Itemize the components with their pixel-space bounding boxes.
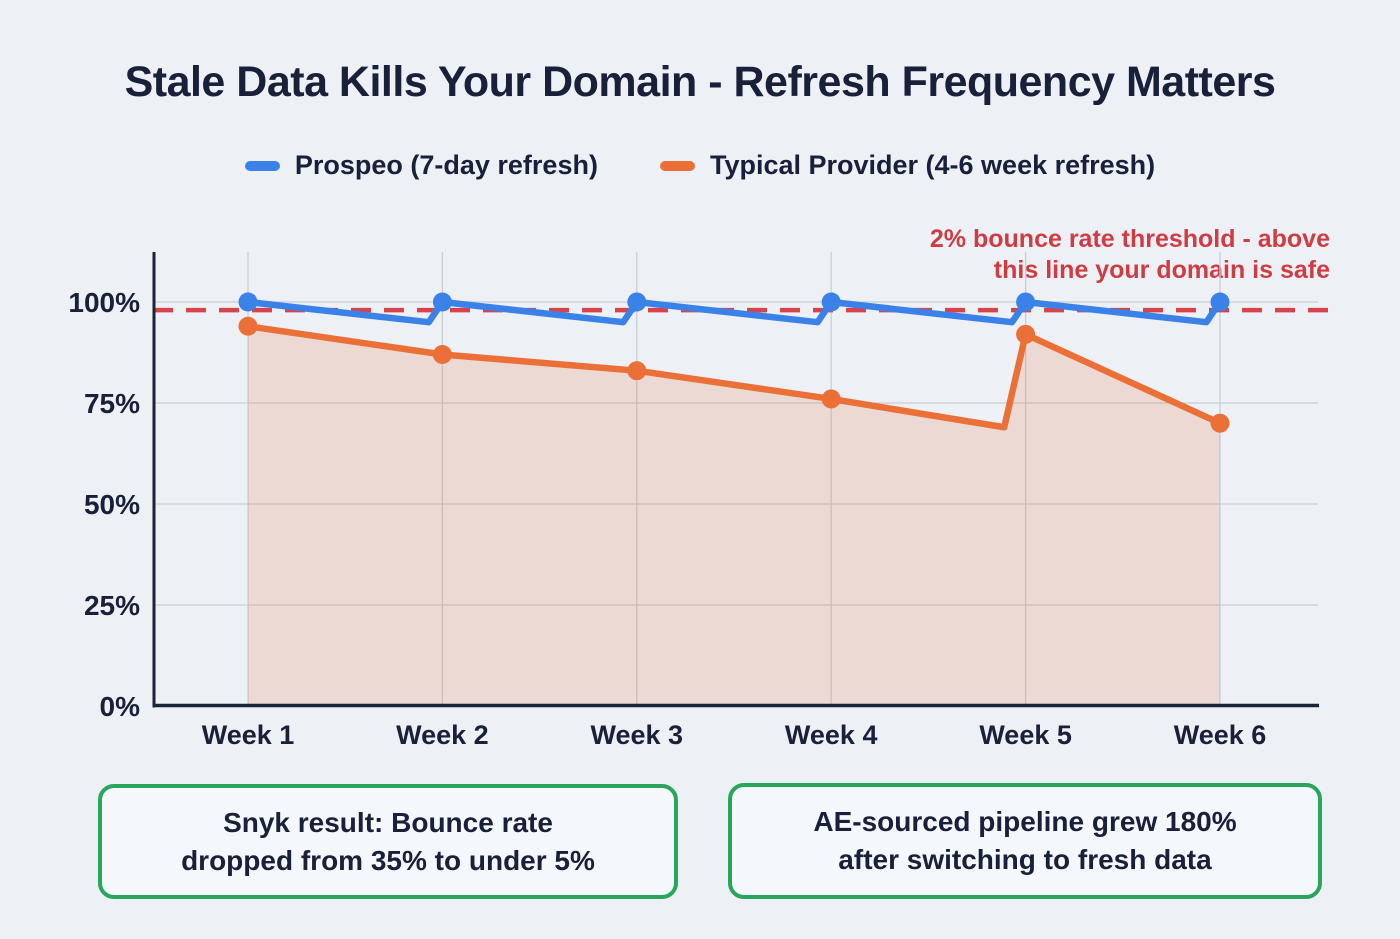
prospeo-data-point [821,292,841,312]
callout-pipeline-line2: after switching to fresh data [838,844,1212,875]
y-axis-tick-label: 50% [84,489,140,520]
typical-provider-line-swatch-icon [659,160,695,171]
prospeo-data-point [1016,292,1036,312]
typical-provider-data-point [627,361,647,381]
prospeo-data-point [627,292,647,312]
y-axis-tick-label: 100% [68,287,140,318]
callout-pipeline-line1: AE-sourced pipeline grew 180% [813,806,1237,837]
threshold-annotation-line2: this line your domain is safe [993,256,1330,284]
callout-snyk-line2: dropped from 35% to under 5% [181,844,595,876]
threshold-annotation: 2% bounce rate threshold - above this li… [930,224,1330,286]
legend-item-typical-provider: Typical Provider (4-6 week refresh) [659,150,1156,181]
callout-snyk-result: Snyk result: Bounce rate dropped from 35… [98,784,678,899]
x-axis-week-label: Week 4 [785,720,878,750]
chart-legend: Prospeo (7-day refresh) Typical Provider… [0,150,1400,181]
page-title: Stale Data Kills Your Domain - Refresh F… [124,58,1276,106]
x-axis-week-label: Week 2 [396,720,489,750]
x-axis-week-label: Week 6 [1174,720,1267,750]
prospeo-data-point [1210,292,1230,312]
threshold-annotation-line1: 2% bounce rate threshold - above [929,225,1330,253]
y-axis-tick-label: 0% [100,691,141,722]
x-axis-week-label: Week 1 [202,720,295,750]
typical-provider-data-point [432,345,452,365]
prospeo-line-swatch-icon [244,160,280,171]
y-axis-tick-label: 25% [84,590,140,621]
x-axis-week-label: Week 3 [591,720,684,750]
legend-label-typical-provider: Typical Provider (4-6 week refresh) [709,150,1156,180]
prospeo-data-point [238,292,258,312]
typical-provider-data-point [1210,413,1230,433]
y-axis-tick-label: 75% [84,388,140,419]
legend-item-prospeo: Prospeo (7-day refresh) [244,150,598,181]
typical-provider-data-point [1016,324,1036,344]
x-axis-week-label: Week 5 [979,720,1072,750]
prospeo-data-point [432,292,452,312]
callout-pipeline-growth: AE-sourced pipeline grew 180% after swit… [728,783,1322,899]
typical-provider-data-point [821,389,841,409]
typical-provider-data-point [238,316,258,336]
callout-snyk-line1: Snyk result: Bounce rate [223,806,553,838]
legend-label-prospeo: Prospeo (7-day refresh) [294,150,598,180]
typical-provider-area-fill [248,326,1220,706]
